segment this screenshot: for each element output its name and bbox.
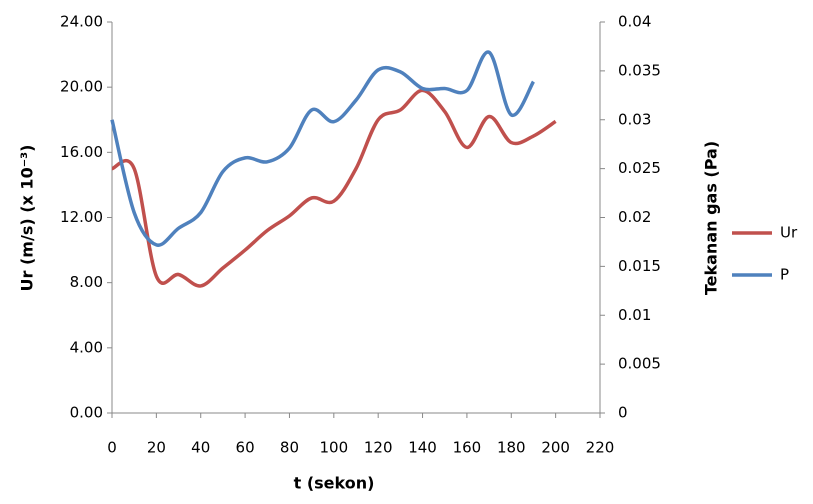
y-axis-title: Ur (m/s) (x 10⁻³) bbox=[18, 145, 37, 292]
x-tick-label: 20 bbox=[147, 439, 166, 457]
y2-axis-title: Tekanan gas (Pa) bbox=[702, 141, 721, 295]
y-tick-label: 8.00 bbox=[70, 273, 103, 291]
y2-tick-label: 0.02 bbox=[618, 208, 651, 226]
y-tick-label: 12.00 bbox=[60, 208, 103, 226]
x-axis-title: t (sekon) bbox=[294, 474, 375, 493]
x-tick-label: 120 bbox=[364, 439, 393, 457]
y-tick-label: 4.00 bbox=[70, 338, 103, 356]
x-tick-label: 80 bbox=[280, 439, 299, 457]
x-tick-label: 100 bbox=[319, 439, 348, 457]
x-tick-label: 140 bbox=[408, 439, 437, 457]
y-tick-label: 20.00 bbox=[60, 78, 103, 96]
x-tick-label: 220 bbox=[586, 439, 615, 457]
y2-tick-label: 0.03 bbox=[618, 110, 651, 128]
x-tick-label: 60 bbox=[236, 439, 255, 457]
x-tick-label: 160 bbox=[453, 439, 482, 457]
series-line bbox=[110, 50, 535, 247]
y-tick-label: 0.00 bbox=[70, 404, 103, 422]
legend-label: Ur bbox=[780, 224, 798, 242]
series-line bbox=[111, 88, 557, 288]
legend-label: P bbox=[780, 266, 789, 284]
y2-tick-label: 0.035 bbox=[618, 61, 661, 79]
x-tick-label: 180 bbox=[497, 439, 526, 457]
x-tick-label: 40 bbox=[191, 439, 210, 457]
y2-tick-label: 0.04 bbox=[618, 13, 651, 31]
y2-tick-label: 0 bbox=[618, 404, 628, 422]
x-tick-label: 0 bbox=[107, 439, 117, 457]
y2-tick-label: 0.015 bbox=[618, 257, 661, 275]
y-tick-label: 24.00 bbox=[60, 13, 103, 31]
y2-tick-label: 0.025 bbox=[618, 159, 661, 177]
y2-tick-label: 0.01 bbox=[618, 306, 651, 324]
y-tick-label: 16.00 bbox=[60, 143, 103, 161]
y2-tick-label: 0.005 bbox=[618, 355, 661, 373]
x-tick-label: 200 bbox=[541, 439, 570, 457]
